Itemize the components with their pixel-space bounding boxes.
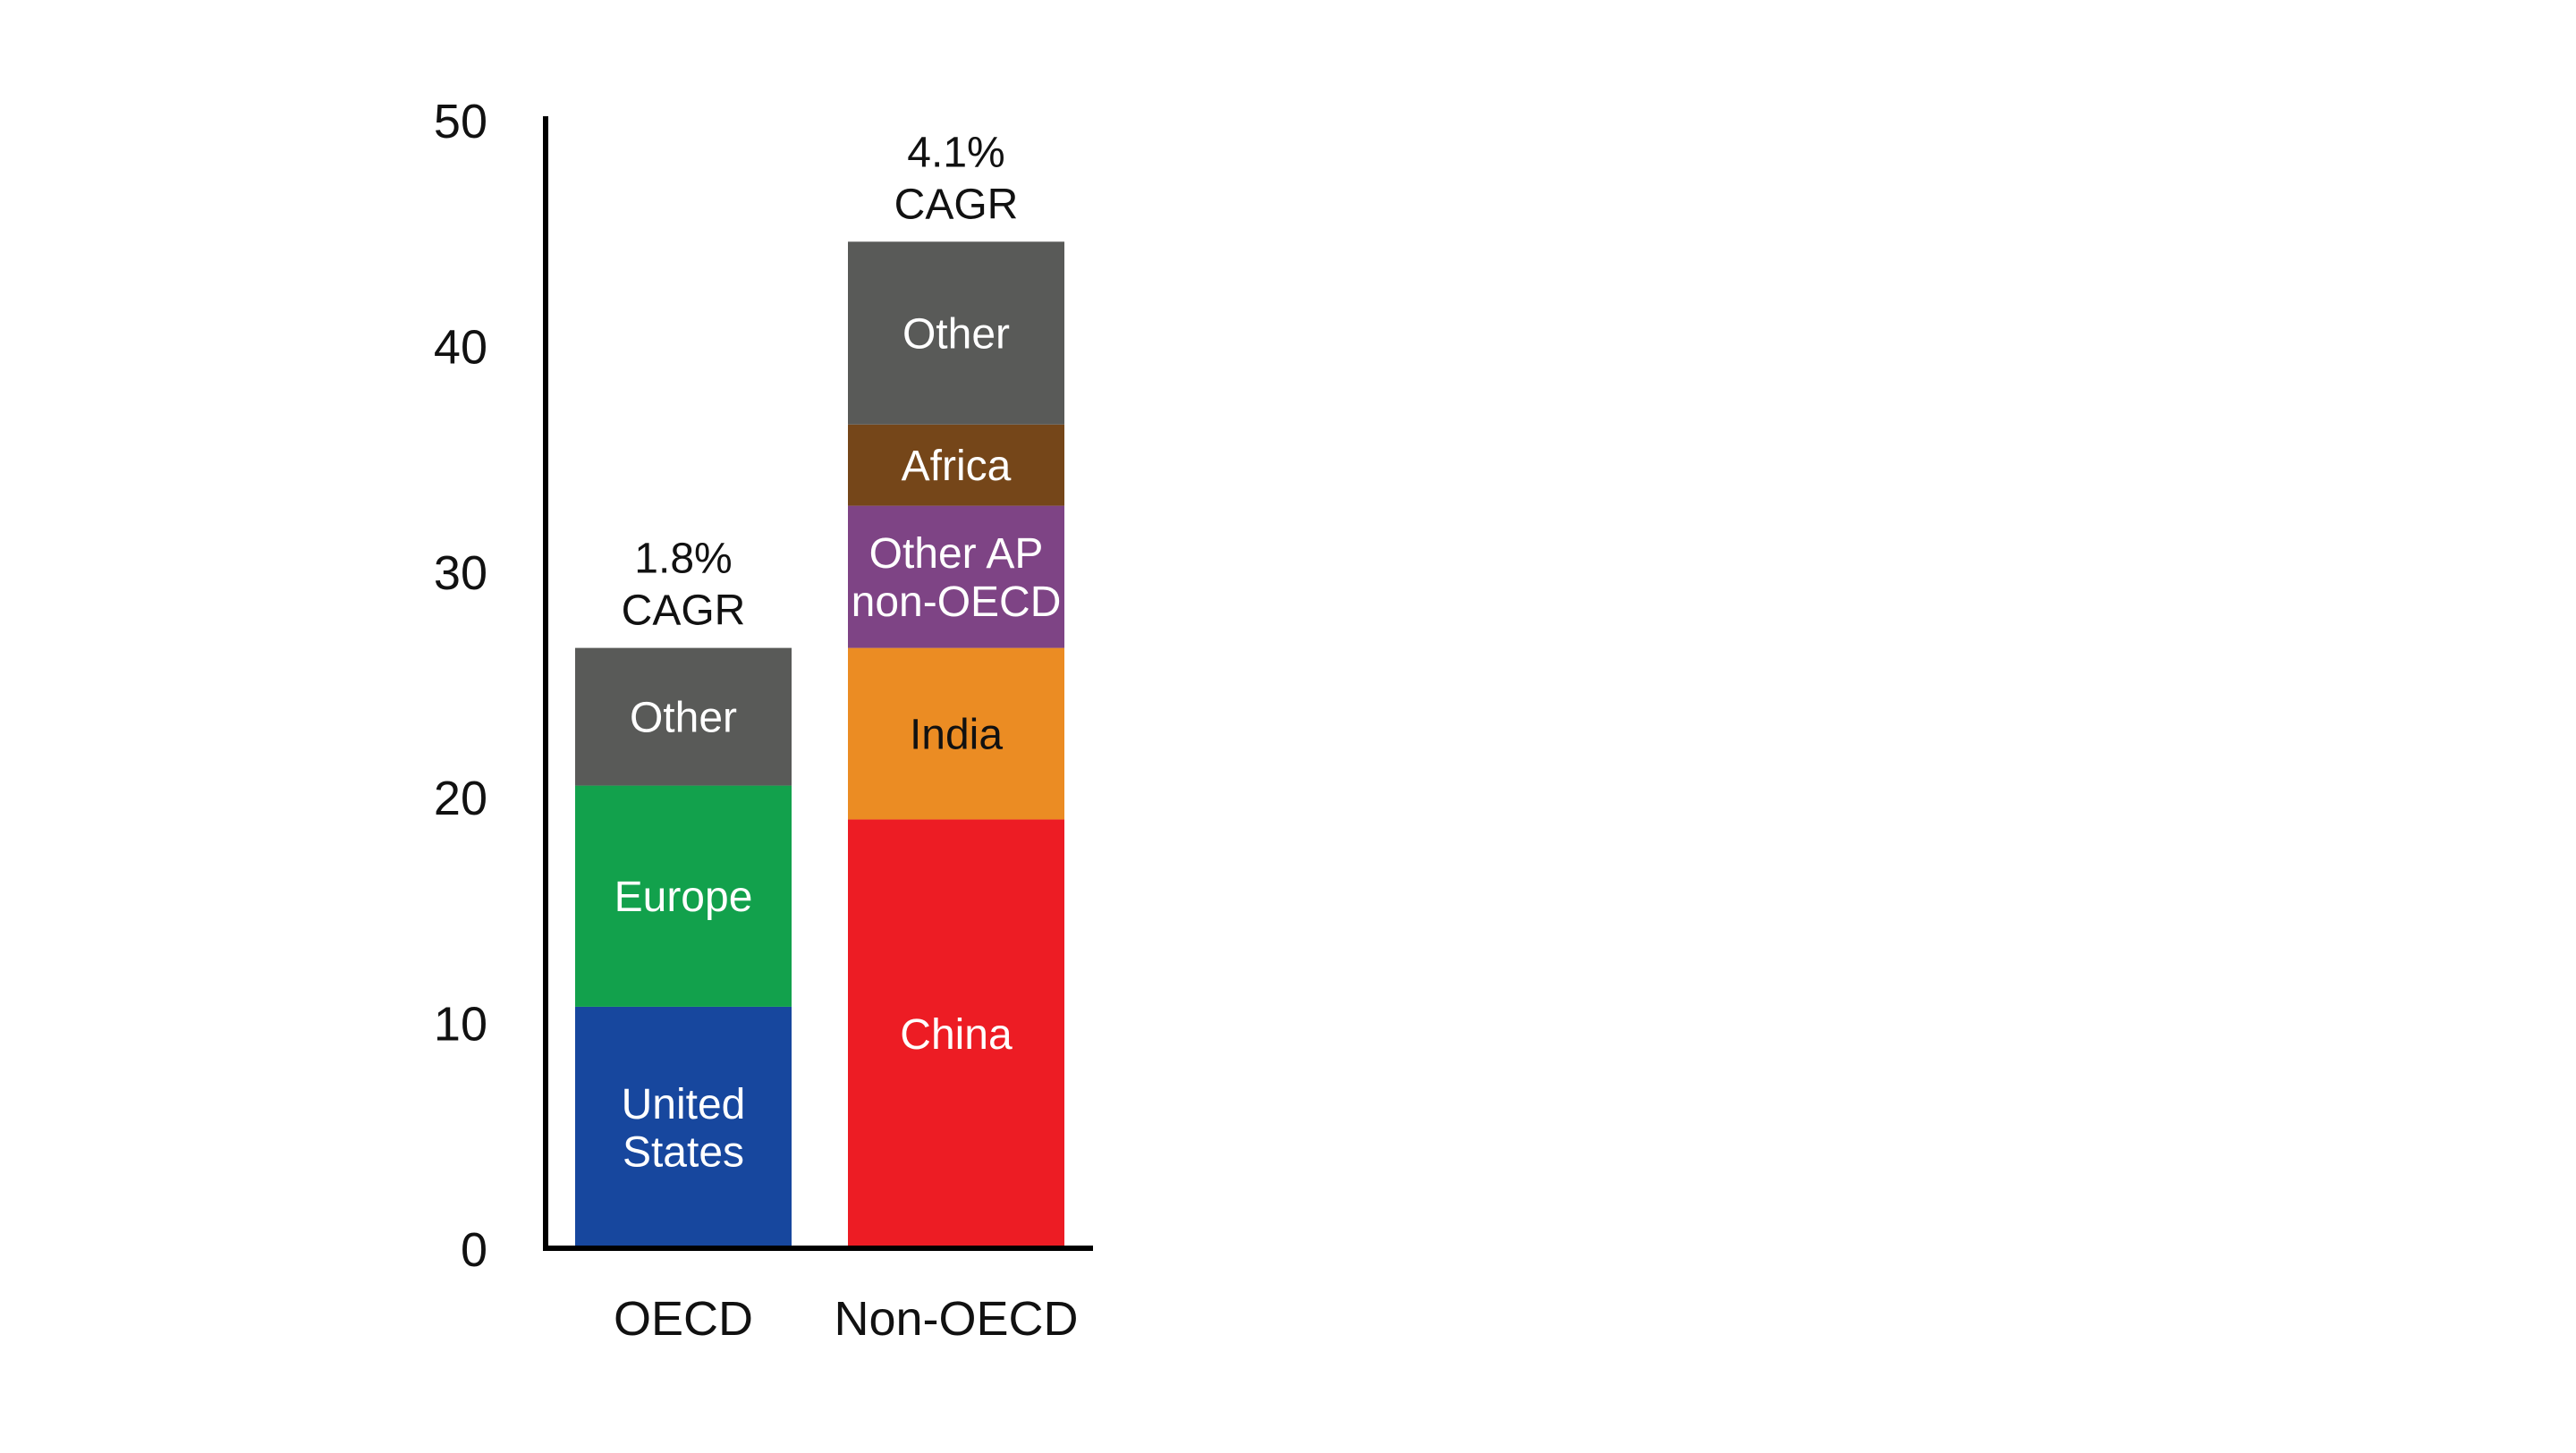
bar-segment-oecd-2 xyxy=(575,647,792,786)
cagr-value: 4.1% xyxy=(907,129,1004,176)
bar-segment-non-oecd-1 xyxy=(848,647,1064,820)
x-tick-label: Non-OECD xyxy=(834,1292,1078,1346)
segment-label-line: Africa xyxy=(902,443,1012,490)
y-tick-label: 50 xyxy=(434,95,487,148)
segment-label: China xyxy=(900,1011,1013,1059)
y-tick-label: 10 xyxy=(434,998,487,1052)
bar-segment-oecd-1 xyxy=(575,785,792,1007)
segment-label-line: States xyxy=(623,1129,744,1177)
segment-label: Africa xyxy=(902,443,1012,490)
bars-layer xyxy=(575,241,1064,1248)
segment-label: Other xyxy=(902,310,1010,358)
bar-segment-oecd-0 xyxy=(575,1006,792,1248)
cagr-value: 1.8% xyxy=(634,536,732,583)
segment-label-line: Other xyxy=(630,694,737,741)
cagr-annotation: 1.8% CAGR xyxy=(622,536,746,635)
y-tick-label: 0 xyxy=(461,1223,487,1277)
x-tick-label: OECD xyxy=(614,1292,753,1346)
segment-label-line: China xyxy=(900,1011,1013,1059)
segment-label: Other AP non-OECD xyxy=(852,530,1062,626)
segment-label: India xyxy=(910,711,1003,758)
segment-label-line: non-OECD xyxy=(852,579,1062,626)
bar-segment-non-oecd-2 xyxy=(848,505,1064,648)
bar-segment-non-oecd-0 xyxy=(848,819,1064,1248)
axes-layer: 0 10 20 30 40 50 xyxy=(434,95,1093,1277)
segment-label: Europe xyxy=(614,874,753,921)
y-tick-label: 20 xyxy=(434,772,487,825)
segment-label-line: Europe xyxy=(614,874,753,921)
bar-segment-non-oecd-3 xyxy=(848,424,1064,506)
cagr-annotation: 4.1% CAGR xyxy=(894,129,1019,228)
segment-label-line: Other AP xyxy=(869,530,1044,578)
bar-segment-non-oecd-4 xyxy=(848,241,1064,425)
cagr-text: CAGR xyxy=(894,181,1019,228)
y-tick-label: 30 xyxy=(434,546,487,600)
segment-label-line: United xyxy=(622,1081,746,1128)
segment-label-line: India xyxy=(910,711,1003,758)
segment-label-line: Other xyxy=(902,310,1010,358)
segment-label: United States xyxy=(622,1081,746,1177)
cagr-text: CAGR xyxy=(622,587,746,635)
segment-label: Other xyxy=(630,694,737,741)
y-tick-label: 40 xyxy=(434,320,487,374)
